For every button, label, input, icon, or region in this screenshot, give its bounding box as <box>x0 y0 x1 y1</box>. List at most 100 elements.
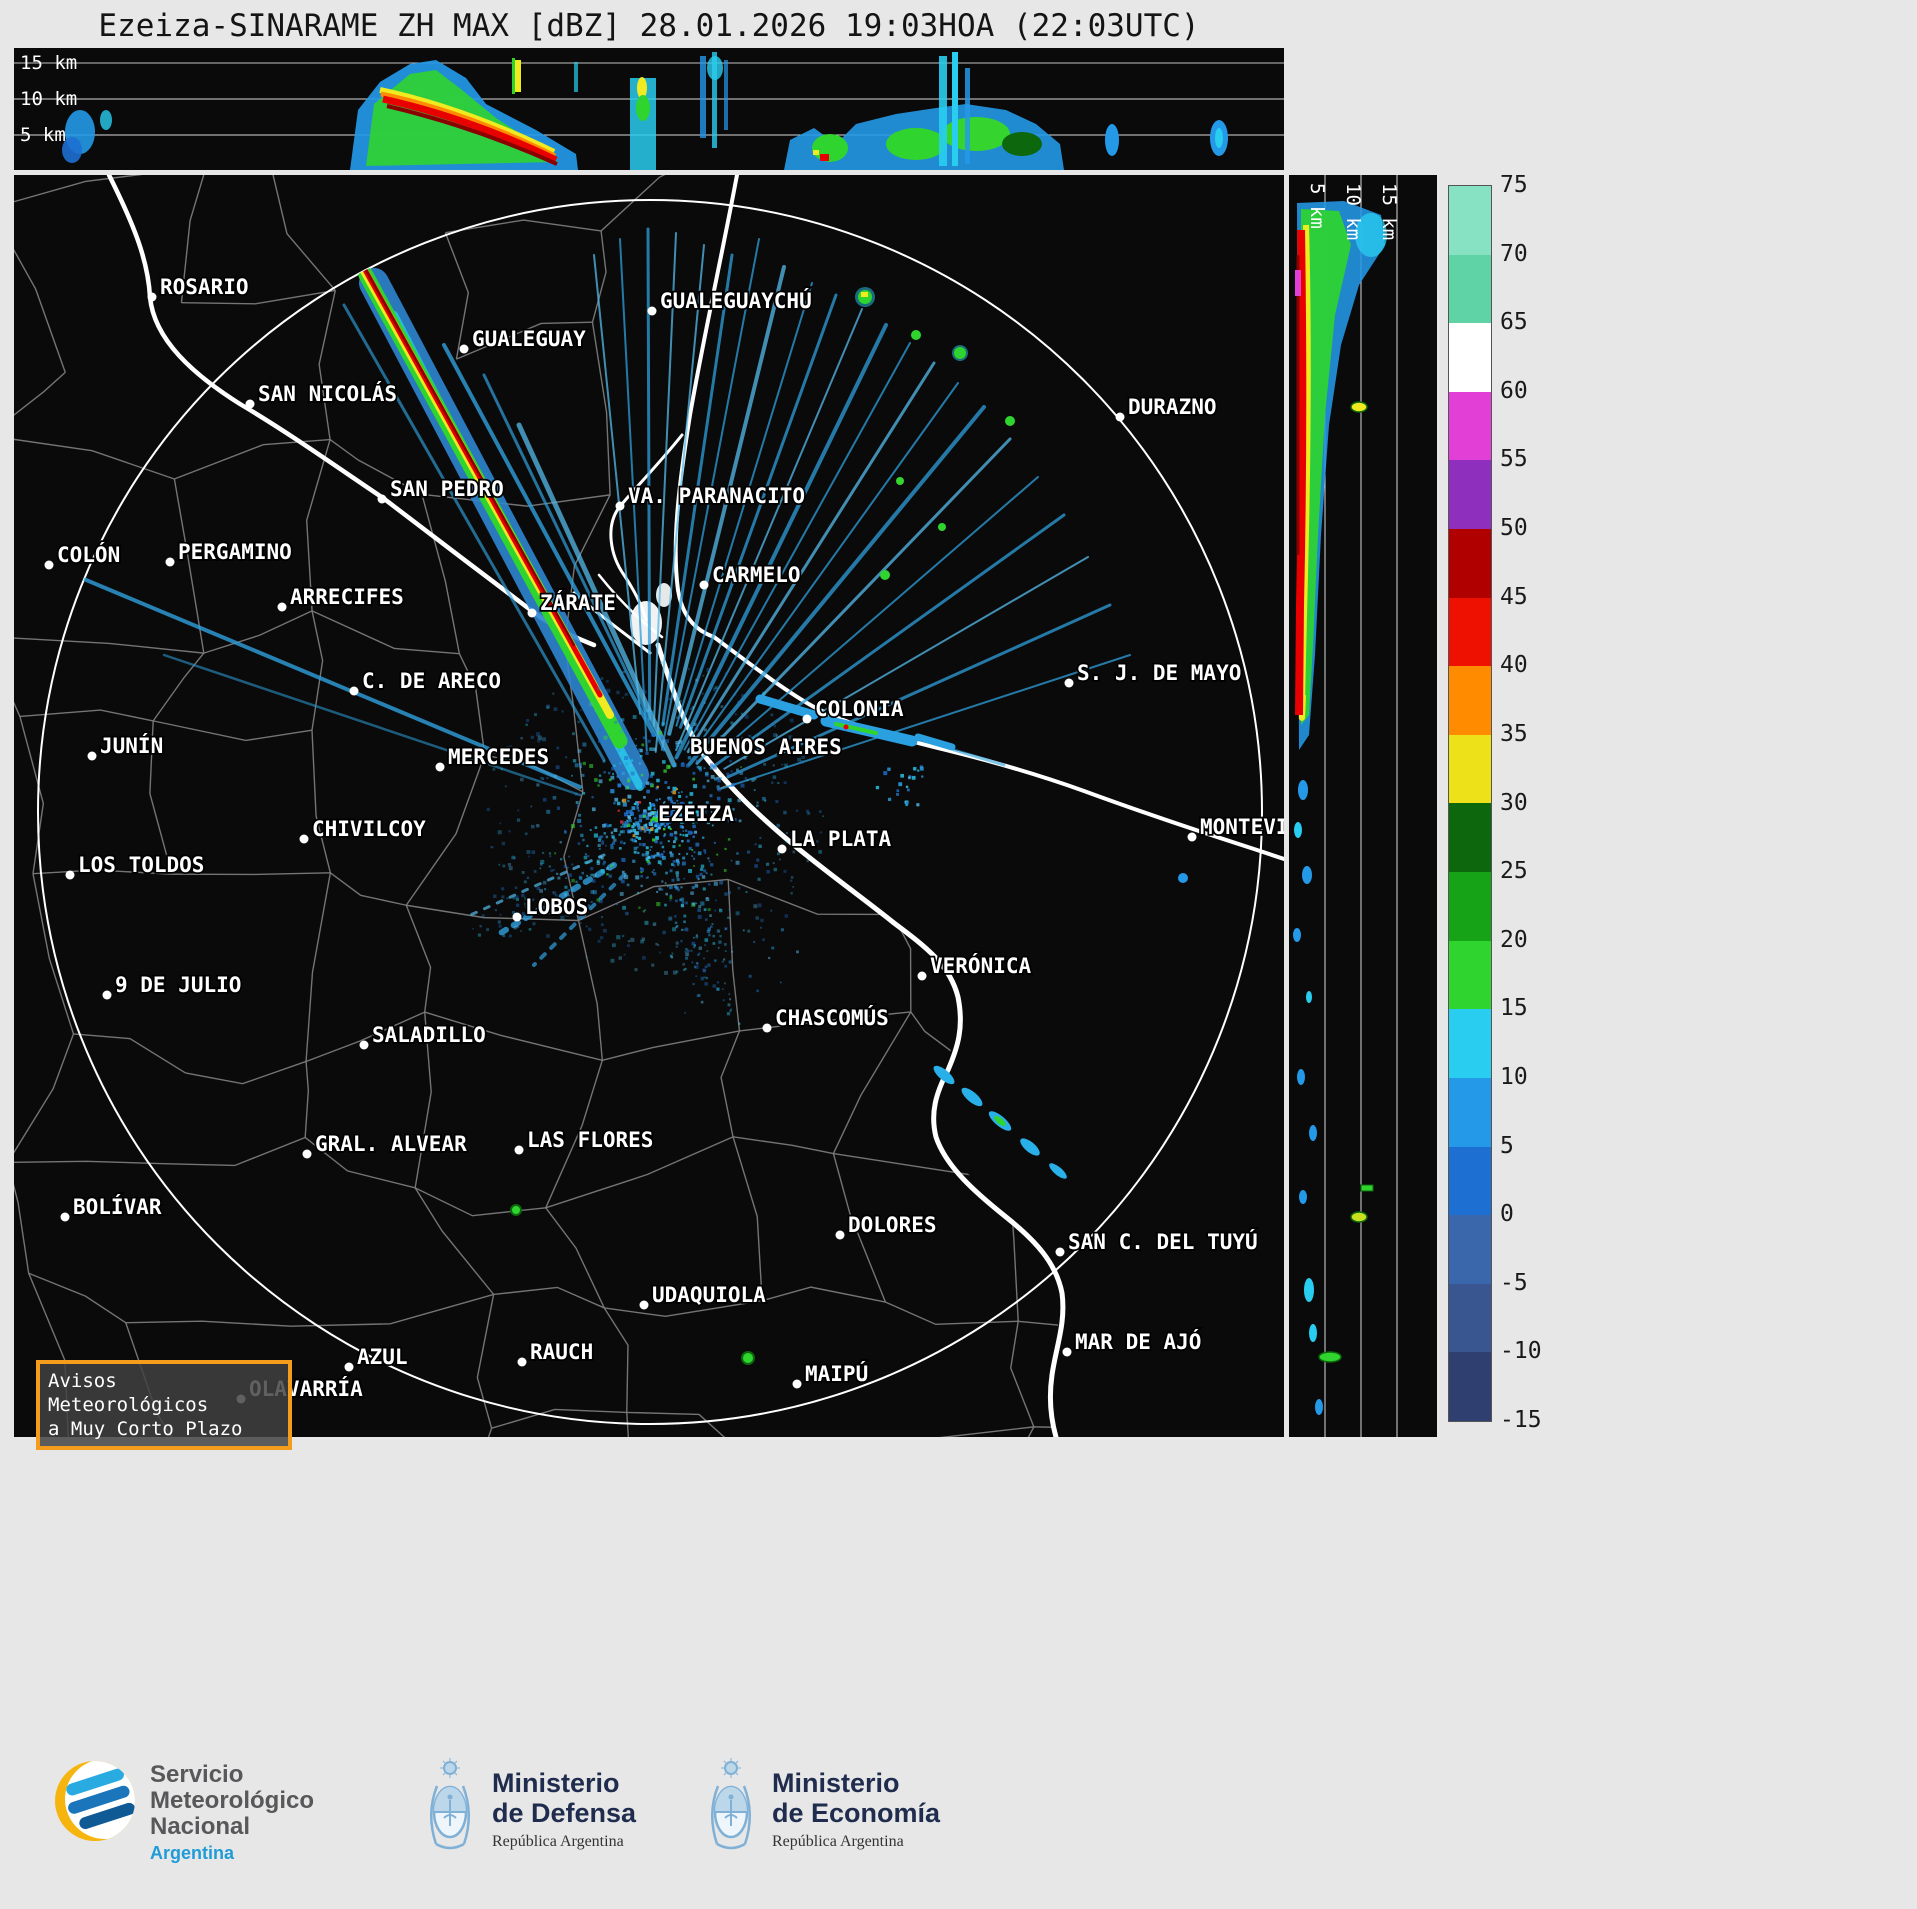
echo-dot <box>673 884 678 888</box>
echo-dot <box>737 700 741 704</box>
echo-dot <box>643 809 647 813</box>
echo-dot <box>577 749 582 753</box>
echo-dot <box>687 756 692 760</box>
echo-dot <box>541 777 545 781</box>
echo-dot <box>664 882 667 885</box>
admin-border <box>421 493 611 507</box>
echo-dot <box>669 896 673 900</box>
echo-dot <box>623 874 629 880</box>
echo-dot <box>634 840 637 843</box>
echo-dot <box>719 777 722 780</box>
colorbar-tick-label: 30 <box>1500 789 1528 816</box>
echo-dot <box>546 809 551 814</box>
echo-dot <box>716 796 721 801</box>
echo-dot <box>896 789 900 793</box>
echo-dot <box>669 885 673 889</box>
echo-dot <box>685 948 688 951</box>
city-label: GUALEGUAYCHÚ <box>660 288 812 313</box>
colorbar-tick-label: -10 <box>1500 1338 1542 1365</box>
echo-dot <box>622 934 625 938</box>
echo-dot <box>622 670 625 674</box>
echo-dot <box>672 790 676 795</box>
echo-dot <box>743 756 747 760</box>
echo-dot <box>636 806 639 810</box>
echo-dot <box>613 764 616 767</box>
echo-dot <box>642 690 647 694</box>
smn-wordmark: Servicio Meteorológico Nacional Argentin… <box>150 1762 314 1864</box>
admin-border <box>456 321 593 360</box>
echo-dot <box>697 914 702 919</box>
echo-dot <box>527 908 531 912</box>
echo-dot <box>680 810 682 813</box>
echo-dot <box>706 667 711 673</box>
echo-dot <box>723 943 727 946</box>
echo-dot <box>645 827 649 831</box>
echo-dot <box>684 927 689 932</box>
echo-dot <box>502 934 506 938</box>
echo-dot <box>718 908 723 913</box>
echo-dot <box>669 832 674 837</box>
center-echo-cluster <box>472 661 924 1025</box>
echo-dot <box>688 802 691 805</box>
echo-dot <box>761 691 766 696</box>
southwest-dotted-spokes <box>464 853 626 967</box>
echo-dot <box>589 764 594 768</box>
echo-dot <box>601 916 604 919</box>
echo-dot <box>716 981 720 984</box>
echo-dot <box>526 911 529 914</box>
east-echoes-colonia <box>755 694 1006 767</box>
echo-dot <box>734 713 737 716</box>
echo-dot <box>664 781 668 784</box>
echo-dot <box>494 909 497 912</box>
echo-dot <box>526 876 530 880</box>
echo-dot <box>655 836 659 840</box>
echo-dot <box>541 737 547 742</box>
echo-dot <box>679 824 684 829</box>
echo-dot <box>630 937 635 942</box>
city-label: CARMELO <box>712 563 801 587</box>
echo-dot <box>645 856 649 860</box>
echo-dot <box>624 821 629 825</box>
admin-border <box>19 709 154 722</box>
echo-dot <box>598 727 602 732</box>
city-label: EZEIZA <box>658 802 734 826</box>
echo-dot <box>610 845 614 850</box>
city-dot <box>514 1145 524 1155</box>
echo-dot <box>727 818 732 823</box>
echo-dot <box>594 826 598 829</box>
echo-dot <box>562 905 565 908</box>
echo-dot <box>740 712 743 715</box>
defensa-subtitle: de Defensa <box>492 1798 637 1828</box>
echo-dot <box>703 957 705 960</box>
city-dot <box>147 292 157 302</box>
notice-box: Avisos Meteorológicos a Muy Corto Plazo <box>36 1360 292 1450</box>
smn-name-line3: Nacional <box>150 1813 251 1840</box>
radar-spoke <box>683 342 911 751</box>
echo-dot <box>661 880 664 883</box>
echo-dot <box>677 863 680 866</box>
echo-dot <box>623 823 628 828</box>
echo-dot <box>521 912 525 916</box>
echo-dot <box>700 976 705 981</box>
echo-dot <box>686 949 690 953</box>
west-spoke <box>46 562 582 797</box>
echo-dot <box>671 878 675 882</box>
echo-dot <box>698 808 701 811</box>
echo-dot <box>695 727 699 731</box>
echo-dot <box>740 783 745 788</box>
echo-dot <box>707 908 711 912</box>
echo-dot <box>634 817 637 820</box>
echo-dot <box>508 866 513 871</box>
echo-dot <box>506 897 509 900</box>
echo-dot <box>671 813 676 818</box>
echo-dot <box>592 890 597 895</box>
echo-dot <box>590 873 593 877</box>
echo-dot <box>661 811 664 814</box>
echo-dot <box>635 836 639 839</box>
city-dot <box>1064 678 1074 688</box>
echo-dot <box>676 703 681 707</box>
echo-dot <box>644 909 647 912</box>
echo-dot <box>717 778 721 783</box>
echo-dot <box>695 935 699 939</box>
echo-dot <box>524 906 527 908</box>
